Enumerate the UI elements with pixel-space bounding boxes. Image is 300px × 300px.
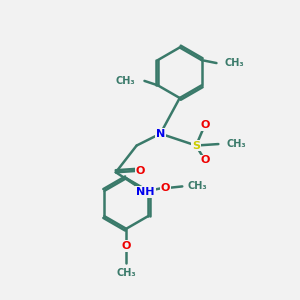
Text: S: S <box>192 140 200 151</box>
Text: O: O <box>136 166 145 176</box>
Text: CH₃: CH₃ <box>116 268 136 278</box>
Text: N: N <box>156 129 165 139</box>
Text: CH₃: CH₃ <box>116 76 136 86</box>
Text: O: O <box>200 120 210 130</box>
Text: CH₃: CH₃ <box>225 58 244 68</box>
Text: O: O <box>200 155 210 165</box>
Text: O: O <box>161 183 170 193</box>
Text: CH₃: CH₃ <box>227 139 246 149</box>
Text: NH: NH <box>136 187 155 196</box>
Text: O: O <box>122 241 131 251</box>
Text: CH₃: CH₃ <box>187 182 207 191</box>
